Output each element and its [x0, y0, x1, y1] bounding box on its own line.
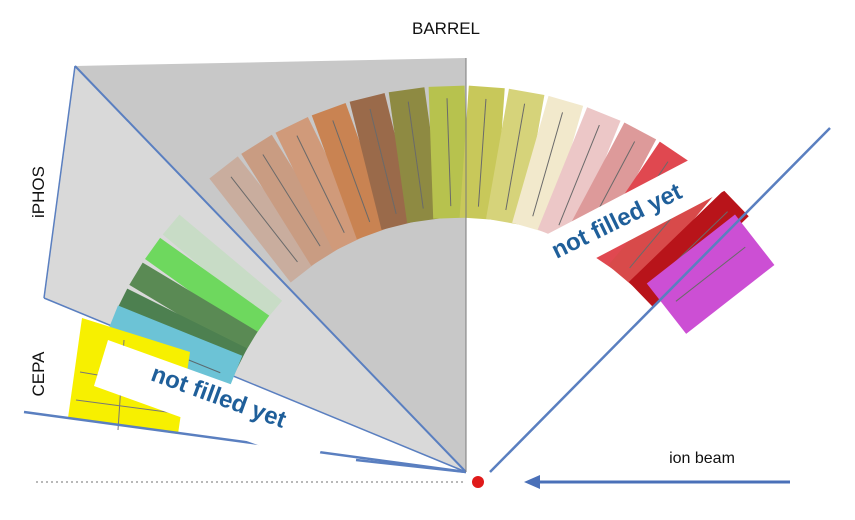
barrel-module-line	[505, 103, 526, 211]
note-box-right	[540, 150, 726, 278]
barrel-module-line	[446, 98, 452, 207]
barrel-label: BARREL	[412, 19, 480, 38]
barrel-module-line	[532, 112, 564, 217]
barrel-module-line	[296, 135, 345, 233]
barrel-module	[209, 156, 320, 283]
iphos-label: iPHOS	[29, 166, 48, 218]
barrel-module-line	[558, 124, 600, 226]
barrel-module-line	[407, 101, 424, 209]
side-outer-edge	[43, 65, 76, 299]
cepa-lower-boundary	[23, 410, 467, 474]
barrel-module-line	[675, 246, 746, 302]
interaction-point	[472, 476, 484, 488]
barrel-module-line	[262, 154, 321, 247]
iphos-module-body	[162, 214, 283, 321]
barrel-module	[388, 87, 443, 223]
cepa-label: CEPA	[29, 351, 48, 397]
iphos-module-body	[129, 262, 258, 354]
barrel-module	[275, 116, 366, 252]
barrel-module	[646, 214, 775, 334]
barrel-module	[241, 134, 342, 266]
barrel-module	[428, 85, 470, 219]
barrel-module	[349, 93, 417, 230]
iphos-barrel-boundary	[74, 65, 467, 473]
barrel-module-line	[477, 98, 487, 207]
barrel-module	[486, 88, 545, 225]
barrel-module-line	[332, 120, 371, 223]
iphos-module	[145, 237, 270, 337]
barrel-module	[512, 95, 584, 233]
barrel-module	[537, 107, 621, 244]
iphos-module	[162, 214, 283, 321]
ion-beam-arrow-head	[524, 475, 540, 489]
barrel-module	[311, 103, 391, 240]
iphos-region	[44, 66, 466, 472]
iphos-module-body	[145, 237, 270, 337]
cepa-divider	[75, 399, 183, 415]
barrel-module-line	[230, 176, 298, 263]
cepa-lower-boundary-extension	[355, 458, 467, 474]
forward-boundary-line	[489, 127, 831, 473]
barrel-module-line	[369, 108, 397, 214]
note-box-left	[94, 340, 330, 466]
iphos-module	[129, 262, 258, 354]
ion-beam-label: ion beam	[669, 450, 735, 467]
